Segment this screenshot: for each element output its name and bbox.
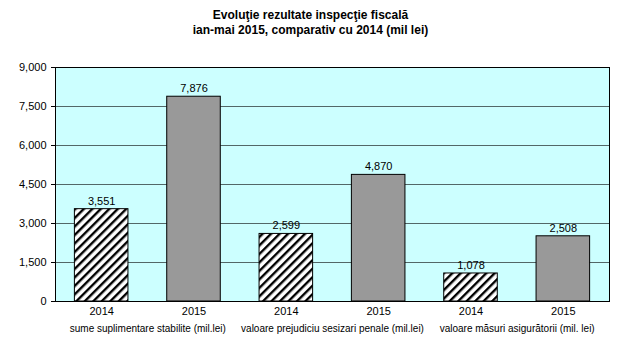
svg-text:2014: 2014 [89,305,113,317]
svg-text:valoare măsuri asigurătorii (m: valoare măsuri asigurătorii (mil. lei) [440,323,595,334]
svg-text:sume suplimentare stabilite (m: sume suplimentare stabilite (mil.lei) [70,323,226,334]
svg-text:0: 0 [40,295,46,307]
svg-text:2015: 2015 [182,305,206,317]
html-text:Evoluţie rezultate inspecţie f: Evoluţie rezultate inspecţie fiscală [212,8,409,22]
svg-text:7,876: 7,876 [180,82,208,94]
svg-text:2,599: 2,599 [273,219,301,231]
svg-text:2,508: 2,508 [550,222,578,234]
svg-text:2015: 2015 [366,305,390,317]
svg-text:4,500: 4,500 [19,178,47,190]
svg-text:3,551: 3,551 [88,195,116,207]
svg-text:2014: 2014 [274,305,298,317]
svg-text:1,078: 1,078 [457,259,485,271]
svg-text:valoare prejudiciu sesizari pe: valoare prejudiciu sesizari penale (mil.… [241,323,424,334]
html-text:ian-mai 2015, comparativ cu 20: ian-mai 2015, comparativ cu 2014 (mil le… [192,23,429,37]
svg-text:3,000: 3,000 [19,217,47,229]
svg-text:4,870: 4,870 [365,160,393,172]
svg-text:6,000: 6,000 [19,139,47,151]
svg-text:2014: 2014 [459,305,483,317]
svg-text:1,500: 1,500 [19,256,47,268]
svg-text:9,000: 9,000 [19,61,47,73]
svg-text:7,500: 7,500 [19,100,47,112]
svg-text:2015: 2015 [551,305,575,317]
